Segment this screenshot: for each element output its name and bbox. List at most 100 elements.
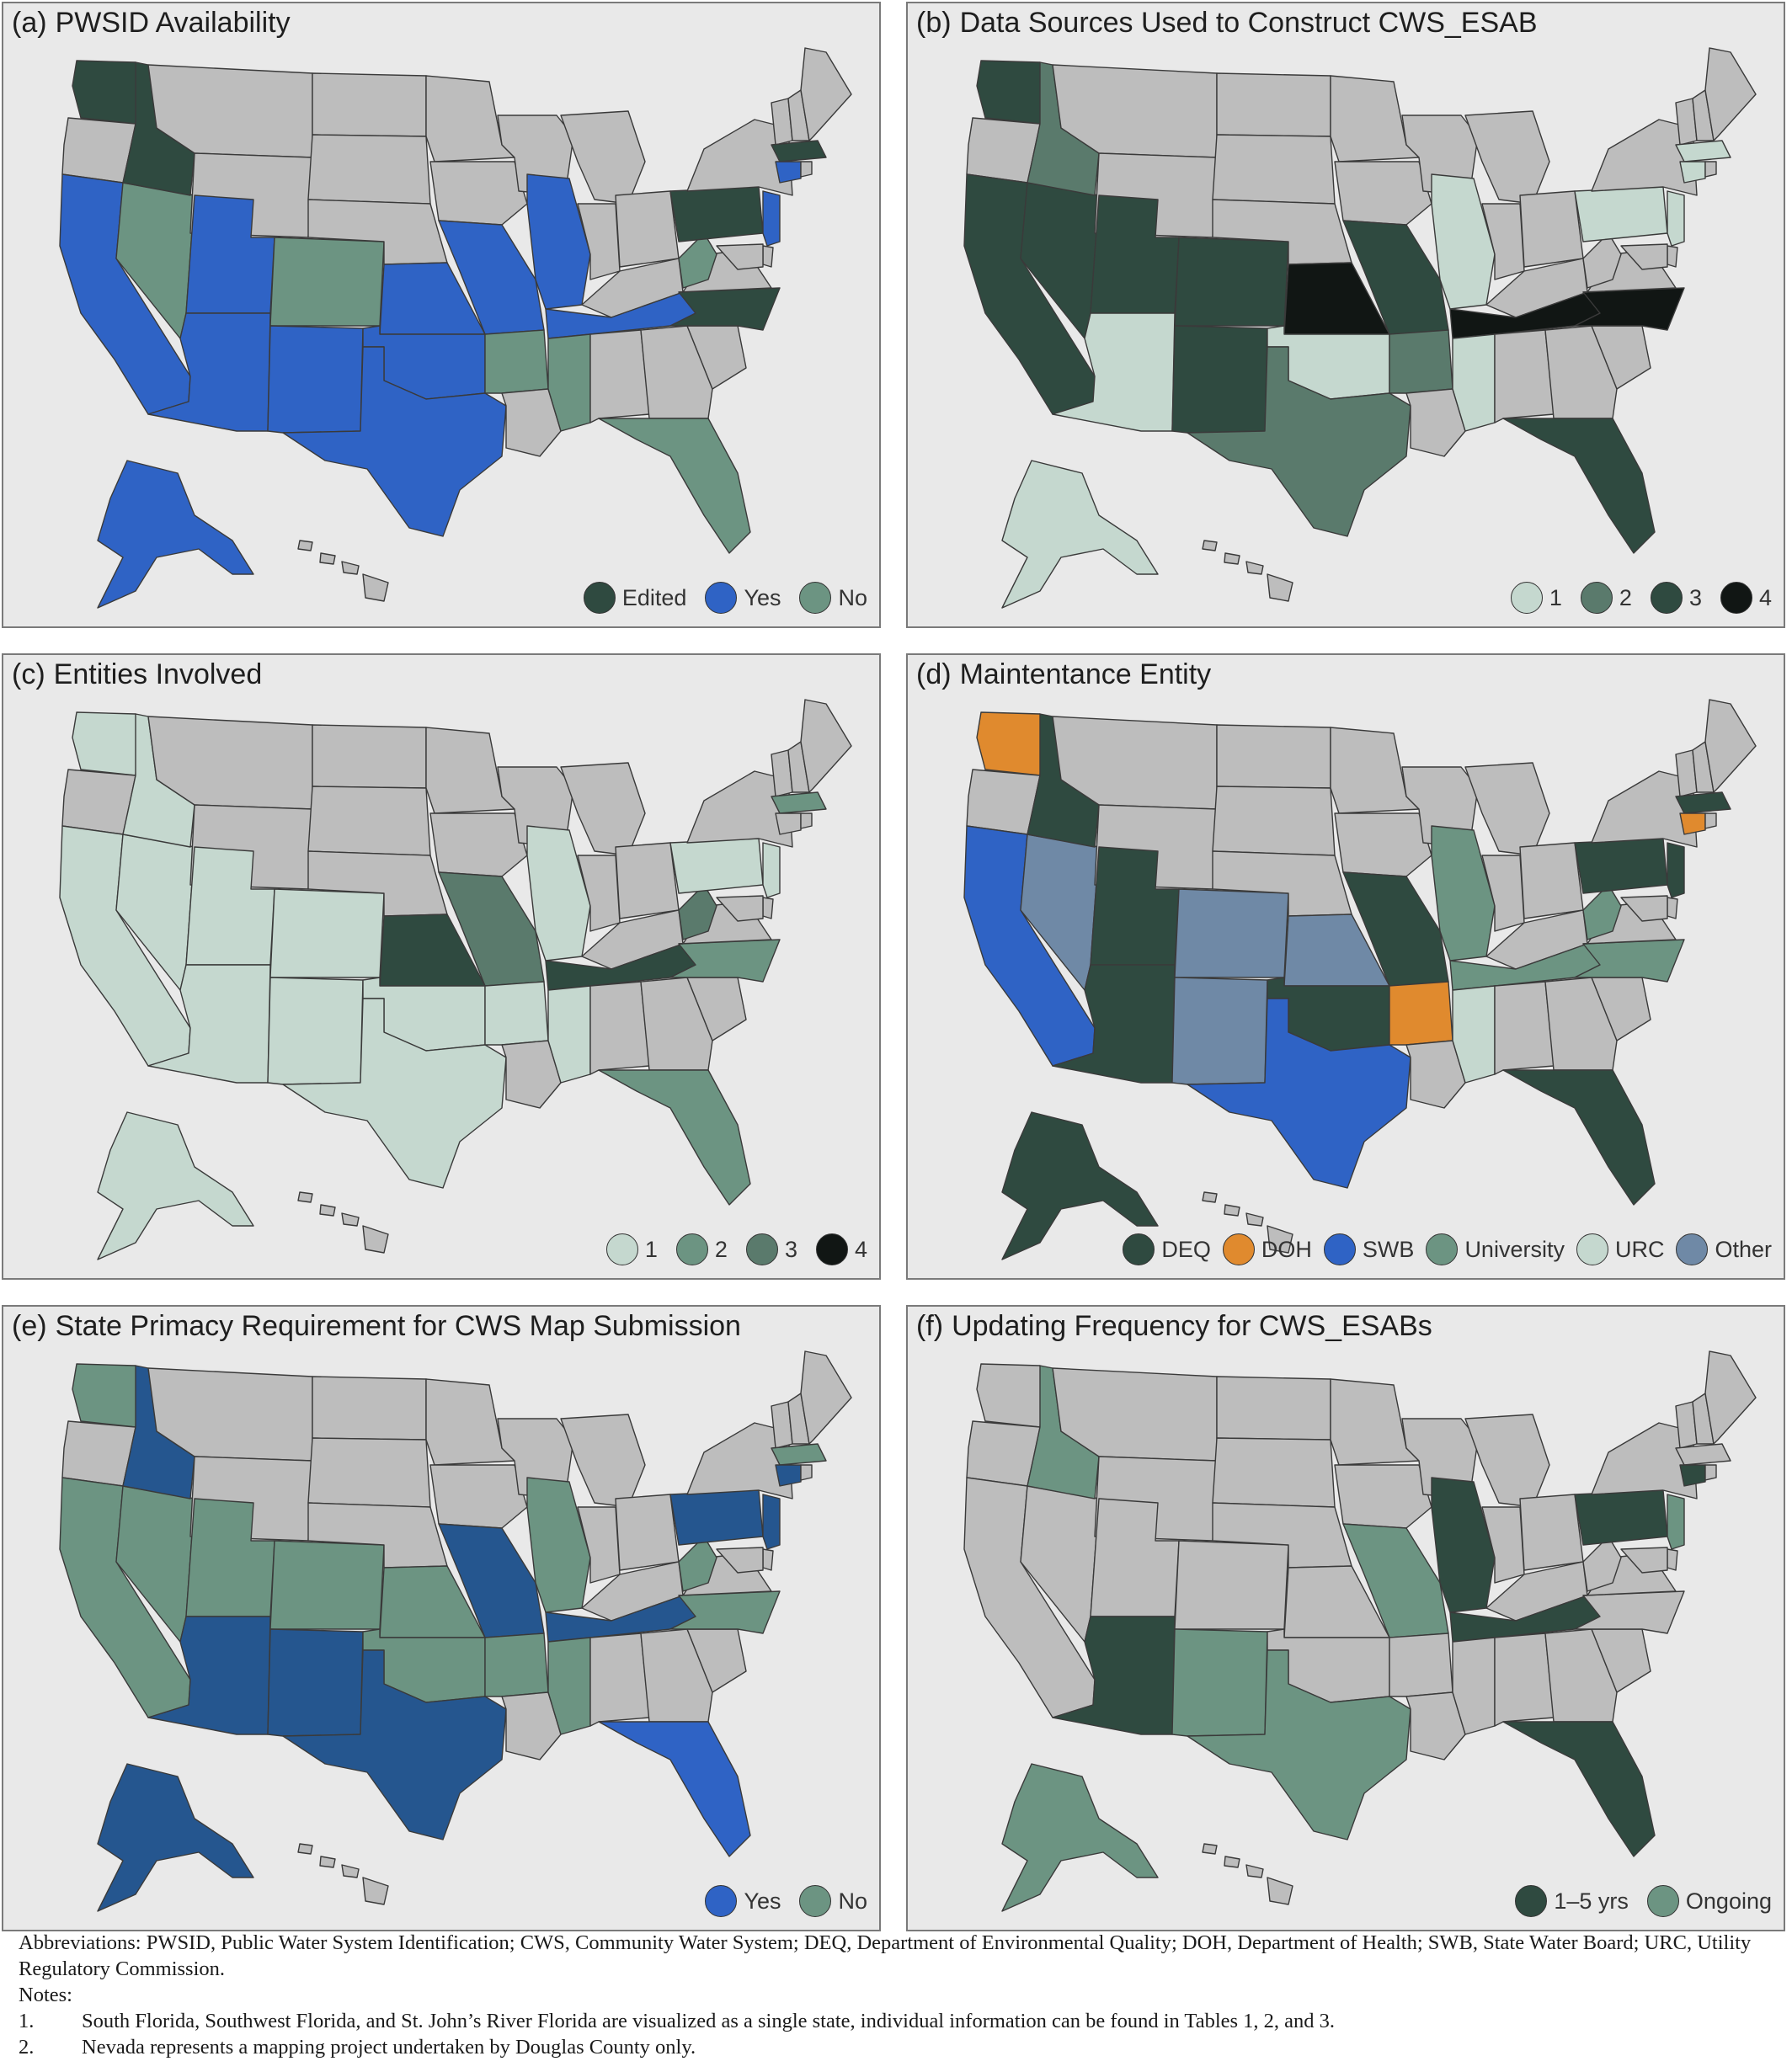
state-nc [669,939,781,983]
legend-item-1: 1 [1510,582,1562,614]
state-ia [429,1464,528,1529]
state-ia [1334,812,1432,877]
state-nj [762,1494,781,1550]
legend-label: No [838,1888,867,1914]
legend-label: 3 [784,1236,797,1262]
state-sd [1212,1437,1336,1508]
state-nm [1171,1628,1268,1737]
panel-title-text: Entities Involved [53,658,263,690]
state-ct [1679,812,1706,835]
state-hi4 [362,1225,389,1254]
legend-swatch [799,1885,832,1917]
state-in [577,1506,621,1584]
state-tx [282,998,507,1189]
legend-swatch [815,1233,848,1265]
legend-item-4: 4 [815,1233,867,1265]
state-md [716,243,764,270]
state-fl [598,1069,751,1206]
state-hi3 [1245,1864,1264,1878]
legend-label: 3 [1688,584,1702,610]
state-ak [97,1763,254,1912]
state-ak [97,1111,254,1260]
legend-label: Yes [744,584,781,610]
state-nm [1171,325,1268,434]
note-text: South Florida, Southwest Florida, and St… [82,2010,1336,2032]
state-de [762,1548,774,1571]
legend-label: 2 [714,1236,728,1262]
legend: 1–5 yrs Ongoing [1515,1878,1772,1925]
state-ga [640,1628,713,1723]
legend-swatch [1426,1233,1459,1265]
state-ma [1675,791,1731,814]
legend-swatch [1650,582,1683,614]
state-tx [282,1649,507,1840]
legend-swatch [799,582,832,614]
state-wa [72,60,139,125]
state-de [762,897,774,919]
legend-label: URC [1614,1236,1665,1262]
state-oh [1519,190,1584,268]
state-oh [1519,1494,1584,1571]
state-hi1 [297,1843,313,1855]
state-hi1 [297,540,313,551]
state-co [269,1540,385,1630]
panel-tag: (d) [916,658,952,690]
state-ms [1452,1637,1496,1735]
state-il [1431,1477,1496,1613]
us-map-f [963,1350,1757,1912]
legend-label: University [1464,1236,1565,1262]
states-group [963,47,1757,609]
panel-title-text: Maintentance Entity [959,658,1212,690]
state-pa [669,186,764,242]
state-hi4 [1267,1225,1293,1254]
state-hi2 [319,552,336,565]
state-md [1620,895,1668,922]
legend-label: 2 [1619,584,1632,610]
state-ri [800,1464,813,1481]
state-ak [1001,1111,1159,1260]
state-ms [547,1637,591,1735]
state-me [800,1350,852,1445]
legend-item-2: 2 [675,1233,728,1265]
legend-item-1: 1 [605,1233,658,1265]
state-hi2 [319,1856,336,1868]
state-tx [1187,998,1411,1189]
state-pa [669,838,764,894]
legend-label: DOH [1261,1236,1312,1262]
legend-swatch [1515,1885,1548,1917]
state-fl [598,1721,751,1857]
state-nj [762,842,781,898]
legend-item-swb: SWB [1323,1233,1414,1265]
legend-item-yes: Yes [705,582,781,614]
state-hi4 [362,1877,389,1905]
legend-label: 4 [1758,584,1772,610]
panel-title: (c) Entities Involved [12,658,262,691]
state-al [589,1633,650,1727]
note-text: Nevada represents a mapping project unde… [82,2036,696,2059]
legend-item-edited: Edited [583,582,686,614]
state-ga [640,325,713,419]
state-hi4 [362,573,389,602]
panel-b: (b) Data Sources Used to Construct CWS_ES… [906,2,1785,628]
state-nm [267,1628,364,1737]
legend-label: 1 [1549,584,1562,610]
panel-title: (a) PWSID Availability [12,7,291,40]
state-ia [1334,161,1432,226]
state-hi2 [1224,1204,1240,1217]
state-oh [615,842,680,919]
note-number: 1. [19,2010,35,2032]
legend-item-3: 3 [745,1233,797,1265]
legend-item-no: No [799,1885,867,1917]
state-al [1494,329,1555,423]
us-map-d [963,699,1757,1260]
state-co [269,237,385,327]
legend-swatch [1646,1885,1679,1917]
state-in [577,203,621,280]
us-map-c [59,699,852,1260]
state-ri [800,812,813,829]
state-co [269,888,385,978]
state-md [1620,243,1668,270]
state-mi [1464,1414,1550,1508]
state-ms [547,333,591,432]
state-in [1481,203,1525,280]
